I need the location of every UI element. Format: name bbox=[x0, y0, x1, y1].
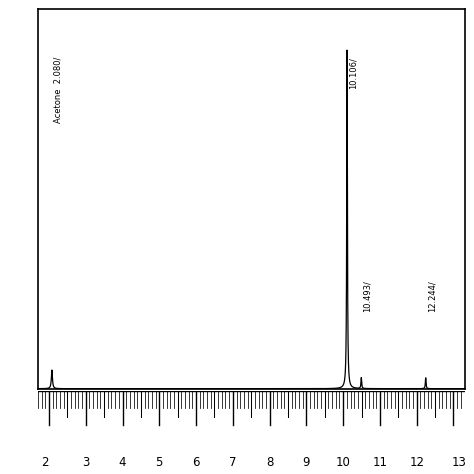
Text: Acetone  2.080/: Acetone 2.080/ bbox=[54, 57, 63, 123]
Text: 10: 10 bbox=[336, 456, 351, 469]
Text: 11: 11 bbox=[373, 456, 387, 469]
Text: 2: 2 bbox=[41, 456, 48, 469]
Text: 3: 3 bbox=[82, 456, 90, 469]
Text: 8: 8 bbox=[266, 456, 273, 469]
Text: 5: 5 bbox=[155, 456, 163, 469]
Text: 12.244/: 12.244/ bbox=[427, 280, 436, 312]
Text: 9: 9 bbox=[302, 456, 310, 469]
Text: 7: 7 bbox=[229, 456, 237, 469]
Text: 10.106/: 10.106/ bbox=[348, 57, 357, 89]
Text: 12: 12 bbox=[409, 456, 424, 469]
Text: 10.493/: 10.493/ bbox=[363, 280, 372, 312]
Text: 4: 4 bbox=[119, 456, 126, 469]
Text: 13: 13 bbox=[452, 456, 466, 469]
Text: 6: 6 bbox=[192, 456, 200, 469]
